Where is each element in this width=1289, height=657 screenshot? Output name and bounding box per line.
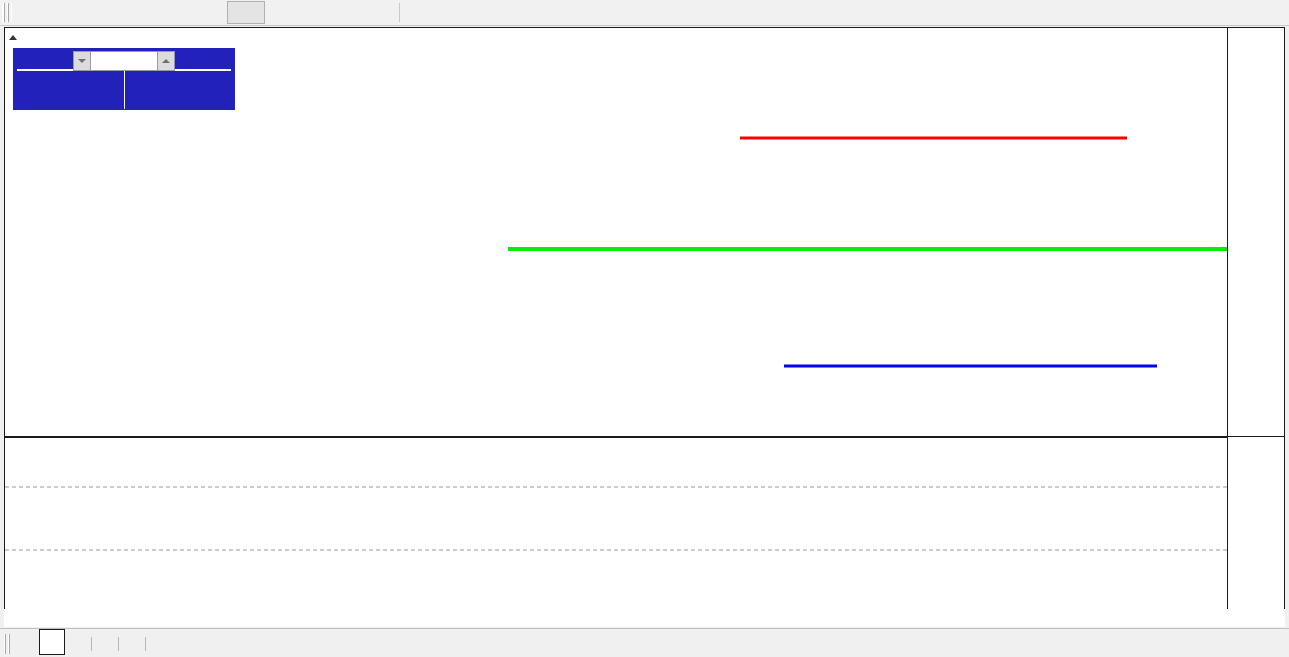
tab-separator (145, 637, 146, 651)
trade-panel-prices (14, 71, 234, 109)
tab-separator (118, 637, 119, 651)
chart-area[interactable] (4, 27, 1285, 627)
rsi-pane[interactable] (5, 437, 1227, 627)
volume-input[interactable] (91, 51, 157, 71)
sell-button[interactable] (17, 51, 73, 71)
timeframe-w1[interactable] (311, 1, 349, 24)
tab-separator (91, 637, 92, 651)
buy-button[interactable] (175, 51, 231, 71)
tab-eurusd-h4[interactable] (13, 631, 39, 655)
chevron-down-icon (78, 59, 86, 63)
timeframe-m5[interactable] (59, 1, 97, 24)
volume-decrease-button[interactable] (73, 51, 91, 71)
chart-symbol-header (5, 28, 31, 44)
chevron-up-icon (162, 59, 170, 63)
axis-pane-divider (1228, 436, 1284, 437)
tab-audusd-h4[interactable] (92, 631, 118, 655)
timeframe-d1[interactable] (269, 1, 307, 24)
toolbar-separator (399, 3, 400, 22)
toolbar-grip[interactable] (2, 3, 12, 22)
volume-increase-button[interactable] (157, 51, 175, 71)
timeframe-m15[interactable] (101, 1, 139, 24)
timeframe-m30[interactable] (143, 1, 181, 24)
sell-price[interactable] (14, 71, 125, 109)
one-click-trading-panel[interactable] (13, 48, 235, 110)
tabbar-grip[interactable] (4, 634, 11, 654)
tab-usdcnh-h4[interactable] (119, 631, 145, 655)
tab-usdcad-h4[interactable] (65, 631, 91, 655)
timeframe-toolbar (0, 0, 1289, 26)
buy-price[interactable] (125, 71, 235, 109)
timeframe-h1[interactable] (185, 1, 223, 24)
timeframe-mn[interactable] (353, 1, 391, 24)
tab-usdchf-h4[interactable] (39, 629, 65, 655)
timeframe-h4[interactable] (227, 1, 265, 24)
trade-panel-controls (14, 49, 234, 71)
price-pane[interactable] (5, 28, 1227, 436)
candlestick-plot (508, 136, 1227, 368)
rsi-plot (5, 486, 1227, 551)
pane-divider (5, 436, 1227, 437)
chart-tab-bar (0, 628, 1289, 657)
triangle-up-icon (9, 34, 17, 40)
price-axis[interactable] (1227, 28, 1284, 626)
timeframe-m1[interactable] (17, 1, 55, 24)
time-axis[interactable] (4, 609, 1285, 627)
